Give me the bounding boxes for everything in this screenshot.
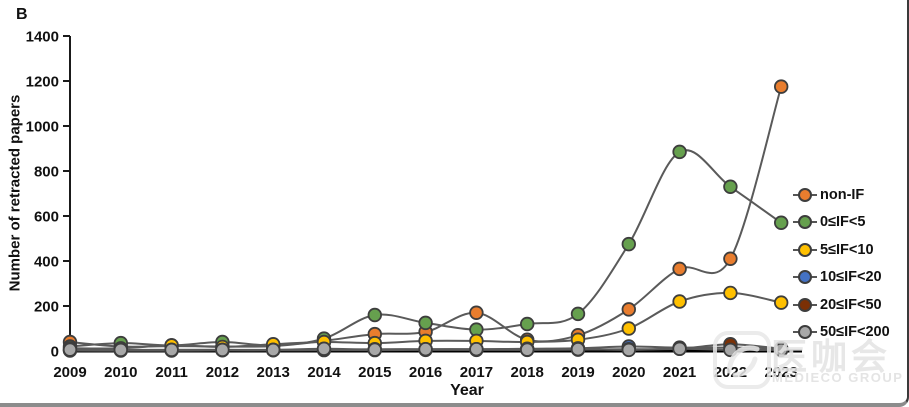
y-tick-label: 800 (34, 164, 59, 181)
data-point (520, 316, 535, 332)
y-tick-label: 600 (34, 209, 59, 226)
data-point (469, 305, 484, 320)
legend-marker-icon (793, 242, 817, 257)
x-tick-label: 2019 (561, 364, 594, 381)
data-point (570, 342, 586, 357)
y-tick-label: 1200 (26, 74, 59, 91)
data-point (621, 236, 637, 252)
series-line (69, 149, 782, 348)
x-tick-label: 2012 (206, 364, 239, 381)
legend-item: 0≤IF<5 (793, 209, 890, 237)
data-point (164, 342, 179, 358)
data-point (570, 306, 586, 322)
legend-marker-icon (793, 325, 817, 340)
x-tick-label: 2021 (663, 364, 696, 381)
data-point (723, 342, 738, 358)
legend-item: 5≤IF<10 (793, 236, 890, 264)
y-tick-label: 200 (34, 299, 59, 316)
data-point (266, 342, 281, 358)
legend-dot-icon (798, 187, 812, 202)
data-point (723, 179, 738, 194)
legend-label: 10≤IF<20 (820, 269, 882, 286)
legend-label: 5≤IF<10 (820, 241, 874, 258)
data-point (774, 342, 789, 358)
data-point (621, 321, 637, 336)
data-point (367, 342, 383, 357)
data-point (520, 342, 535, 357)
legend-marker-icon (793, 187, 817, 202)
x-tick-label: 2018 (511, 364, 544, 381)
data-point (672, 261, 687, 277)
legend-item: 20≤IF<50 (793, 291, 890, 319)
data-point (113, 342, 129, 358)
legend-item: non-IF (793, 181, 890, 209)
x-tick-label: 2022 (714, 364, 747, 381)
x-tick-label: 2011 (155, 364, 188, 381)
legend-item: 10≤IF<20 (793, 264, 890, 292)
y-tick-label: 400 (34, 254, 59, 271)
y-tick-label: 1400 (26, 29, 59, 46)
y-tick-label: 0 (51, 344, 59, 361)
legend-dot-icon (798, 242, 812, 257)
legend-item: 50≤IF<200 (793, 319, 890, 347)
data-point (418, 342, 433, 357)
chart-legend: non-IF 0≤IF<5 5≤IF<10 10≤IF<20 20≤IF<50 50≤IF… (793, 181, 890, 346)
legend-label: 0≤IF<5 (820, 214, 866, 231)
data-point (774, 79, 789, 94)
y-tick-label: 1000 (26, 119, 59, 136)
data-point (621, 342, 637, 358)
data-point (62, 342, 78, 357)
panel-label: B (16, 6, 28, 23)
data-point (774, 215, 789, 230)
data-point (723, 251, 738, 266)
legend-marker-icon (793, 215, 817, 230)
legend-label: non-IF (820, 186, 865, 203)
legend-label: 50≤IF<200 (820, 324, 890, 341)
legend-label: 20≤IF<50 (820, 296, 882, 313)
y-axis-label: Number of retracted papers (6, 94, 24, 292)
data-point (672, 144, 687, 160)
legend-marker-icon (793, 270, 817, 285)
data-point (418, 315, 433, 331)
x-tick-label: 2014 (307, 364, 341, 381)
legend-dot-icon (798, 325, 812, 340)
x-tick-label: 2015 (358, 364, 391, 381)
data-point (672, 341, 687, 356)
data-point (723, 285, 738, 301)
x-axis-label: Year (450, 382, 484, 399)
series-line (69, 86, 783, 348)
data-point (215, 342, 230, 358)
x-tick-label: 2023 (765, 364, 798, 381)
data-point (316, 341, 332, 356)
x-tick-label: 2017 (460, 364, 493, 381)
x-tick-label: 2016 (409, 364, 442, 381)
data-point (367, 307, 383, 323)
data-point (774, 295, 789, 310)
legend-marker-icon (793, 297, 817, 312)
x-tick-label: 2010 (104, 364, 137, 381)
data-point (621, 302, 637, 317)
data-point (469, 342, 484, 357)
x-tick-label: 2020 (612, 364, 645, 381)
x-tick-label: 2013 (257, 364, 290, 381)
legend-dot-icon (798, 215, 812, 230)
data-point (672, 294, 687, 309)
legend-dot-icon (798, 270, 812, 285)
legend-dot-icon (798, 297, 812, 312)
x-tick-label: 2009 (53, 364, 86, 381)
